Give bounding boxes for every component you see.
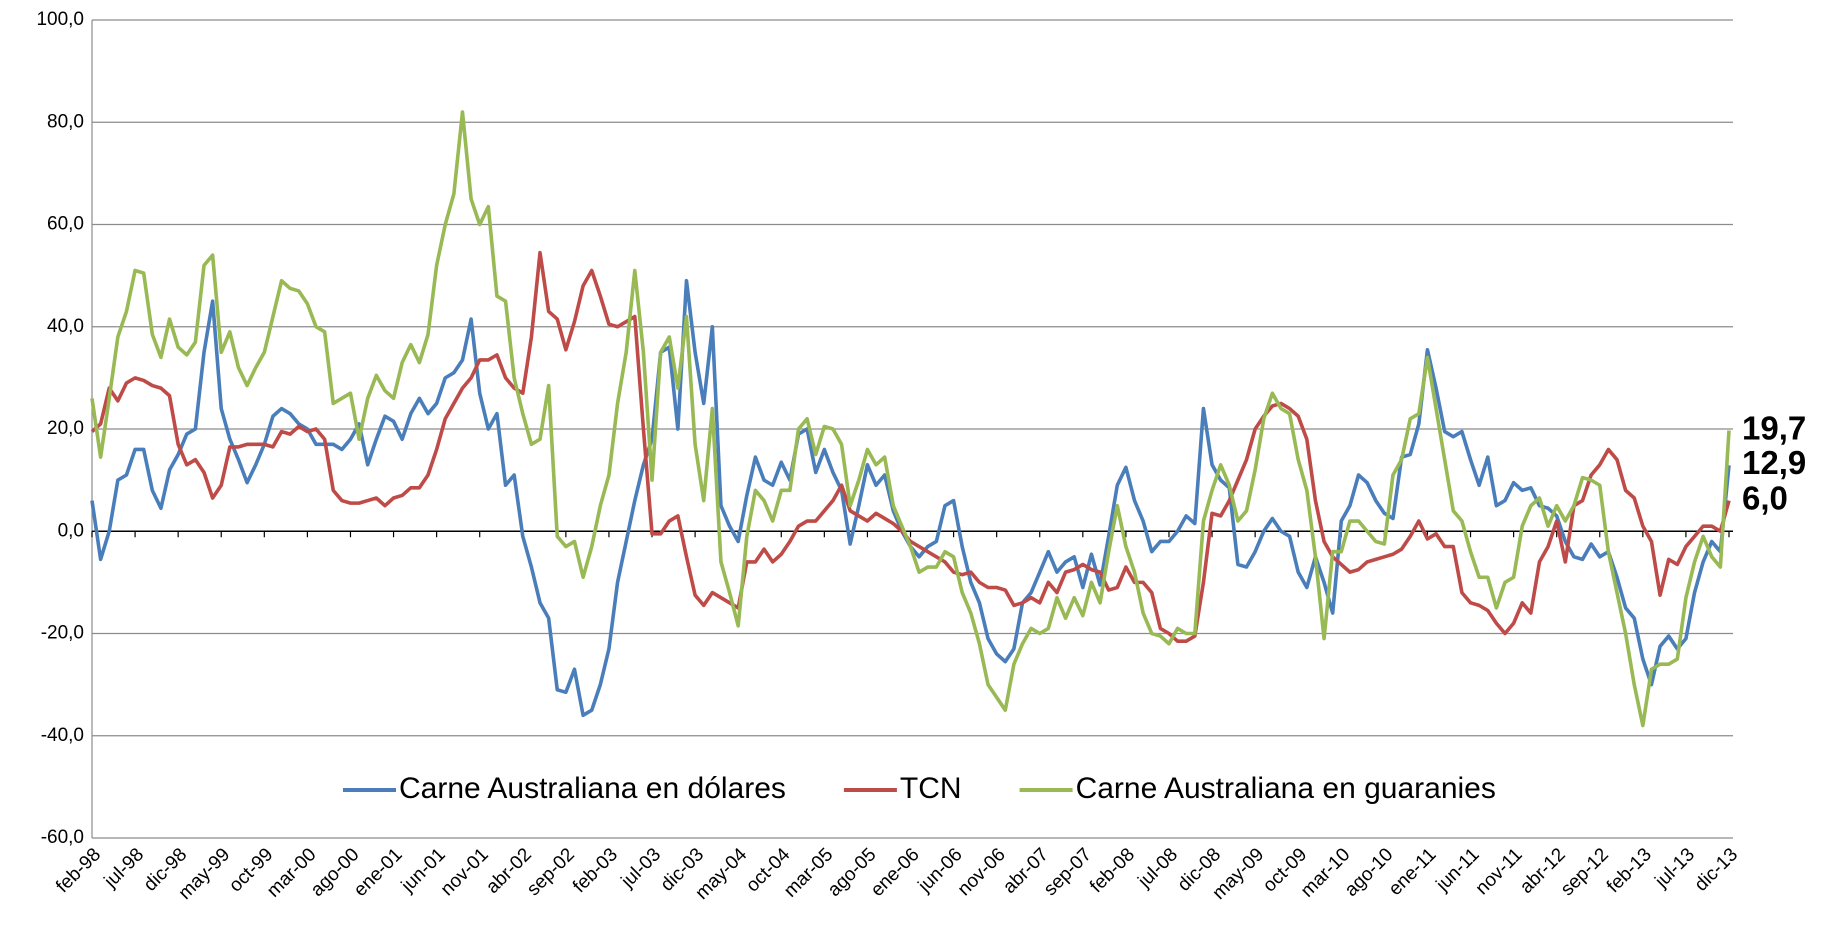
y-tick-label: -60,0 <box>41 827 84 848</box>
y-tick-label: 20,0 <box>47 418 84 439</box>
end-label: 12,9 <box>1742 444 1806 481</box>
y-tick-label: 0,0 <box>58 520 84 541</box>
x-tick-label: feb-13 <box>1603 844 1656 897</box>
y-tick-label: 80,0 <box>47 111 84 132</box>
legend-label: Carne Australiana en dólares <box>399 772 786 805</box>
x-tick-label: sep-02 <box>523 844 579 900</box>
x-tick-label: ene-11 <box>1385 844 1441 900</box>
x-tick-label: mar-00 <box>263 844 320 901</box>
x-tick-label: ene-06 <box>867 844 924 901</box>
x-tick-label: nov-11 <box>1472 844 1527 899</box>
end-label: 19,7 <box>1742 409 1806 446</box>
y-tick-label: -40,0 <box>41 725 84 746</box>
x-tick-label: sep-12 <box>1557 844 1613 900</box>
x-tick-label: ago-10 <box>1341 844 1398 901</box>
x-tick-label: nov-01 <box>437 844 493 900</box>
x-tick-label: feb-98 <box>52 844 105 897</box>
x-tick-label: mar-05 <box>780 844 837 901</box>
x-tick-label: jul-08 <box>1134 844 1182 892</box>
x-tick-label: nov-06 <box>954 844 1010 900</box>
x-tick-label: jul-03 <box>617 844 665 892</box>
y-tick-label: -20,0 <box>41 623 84 644</box>
legend-label: TCN <box>900 772 962 805</box>
series-line <box>90 110 1731 728</box>
x-tick-label: feb-03 <box>569 844 622 897</box>
y-tick-label: 40,0 <box>47 316 84 337</box>
x-tick-label: ene-01 <box>350 844 407 901</box>
legend-label: Carne Australiana en guaranies <box>1076 772 1496 805</box>
x-tick-label: jul-98 <box>100 844 148 892</box>
y-tick-label: 100,0 <box>36 9 84 30</box>
x-tick-label: mar-10 <box>1297 844 1354 901</box>
series-line <box>90 250 1731 643</box>
x-tick-label: jul-13 <box>1651 844 1699 892</box>
x-tick-label: dic-13 <box>1691 844 1742 895</box>
y-tick-label: 60,0 <box>47 214 84 235</box>
x-tick-label: feb-08 <box>1086 844 1139 897</box>
end-label: 6,0 <box>1742 479 1788 516</box>
x-tick-label: sep-07 <box>1040 844 1096 900</box>
